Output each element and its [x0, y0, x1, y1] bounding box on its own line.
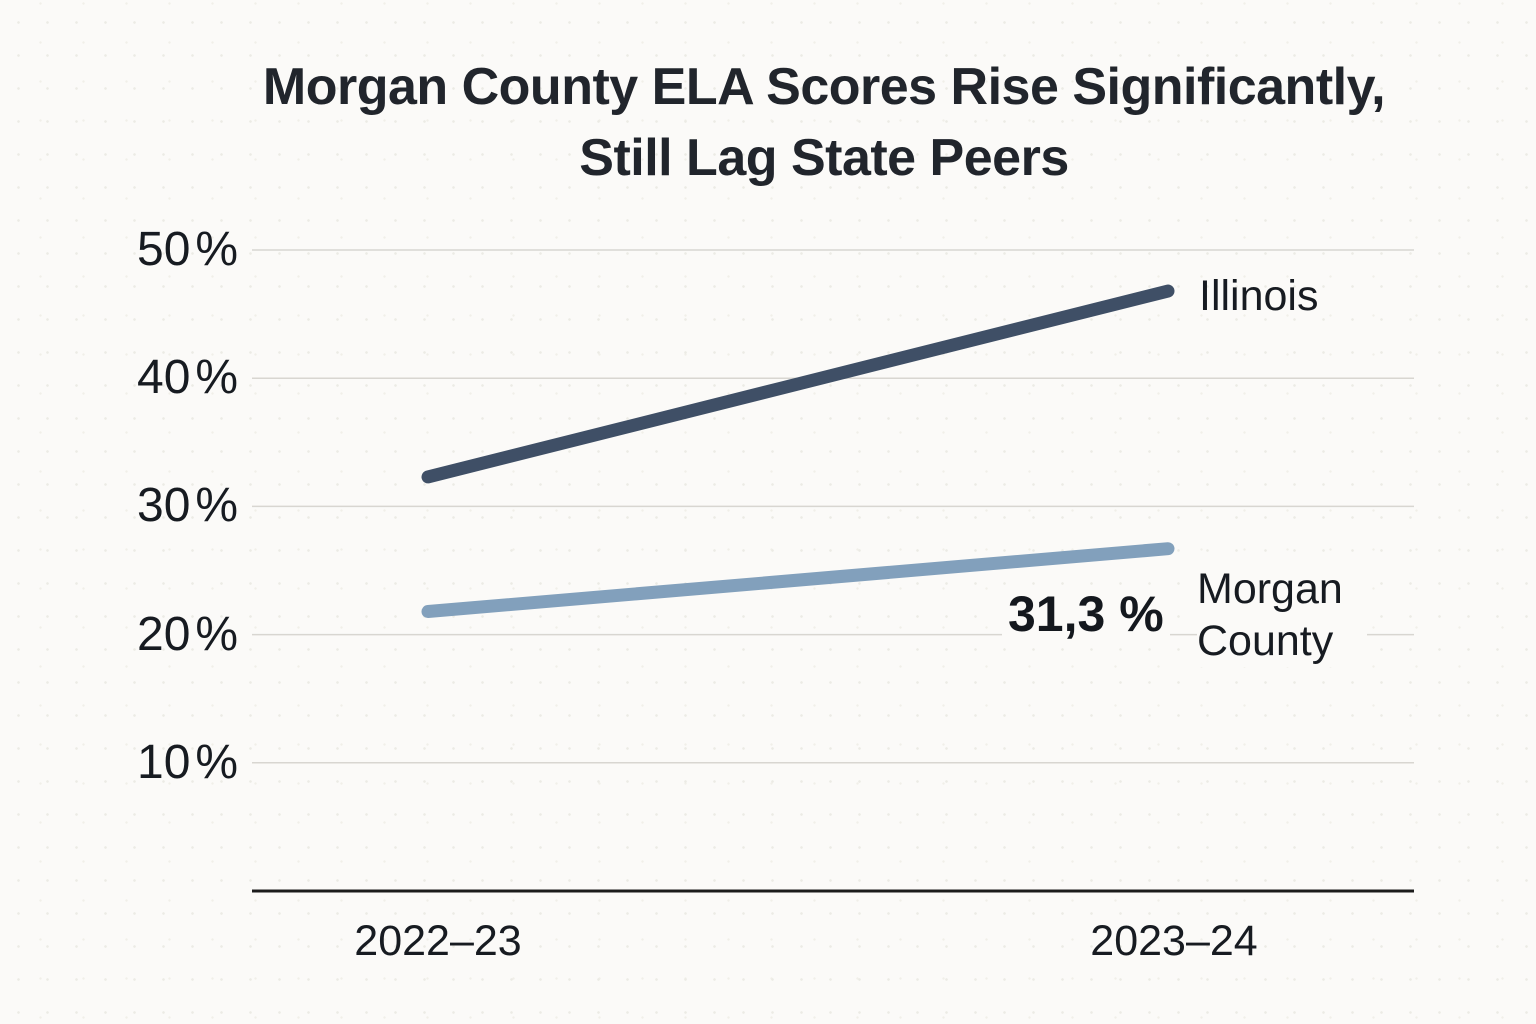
y-tick-value: 30: [137, 479, 191, 533]
x-tick-2022-23: 2022–23: [354, 917, 522, 965]
chart-title-line-2: Still Lag State Peers: [579, 129, 1069, 187]
y-tick-value: 50: [137, 223, 191, 276]
chart-title: Morgan County ELA Scores Rise Significan…: [112, 52, 1536, 194]
value-annotation: 31,3 %: [1002, 586, 1170, 642]
x-tick-2023-24: 2023–24: [1090, 917, 1258, 965]
y-tick-percent-sign: %: [195, 479, 239, 533]
y-tick-50: 50%: [137, 223, 238, 277]
y-tick-value: 40: [137, 351, 191, 405]
y-tick-percent-sign: %: [195, 351, 239, 405]
y-tick-20: 20%: [137, 608, 238, 662]
y-tick-percent-sign: %: [195, 223, 239, 276]
y-tick-30: 30%: [137, 479, 238, 533]
series-label-morgan-county: Morgan County: [1197, 563, 1367, 667]
y-tick-percent-sign: %: [195, 607, 239, 661]
data-line-morgan-county: [421, 542, 1175, 619]
y-tick-10: 10%: [137, 736, 238, 790]
y-tick-value: 10: [137, 735, 191, 789]
data-line-illinois: [421, 284, 1175, 484]
y-tick-value: 20: [137, 607, 191, 661]
chart-title-line-1: Morgan County ELA Scores Rise Significan…: [262, 58, 1386, 116]
y-tick-40: 40%: [137, 351, 238, 405]
y-tick-percent-sign: %: [195, 735, 239, 789]
series-label-illinois: Illinois: [1199, 272, 1319, 320]
